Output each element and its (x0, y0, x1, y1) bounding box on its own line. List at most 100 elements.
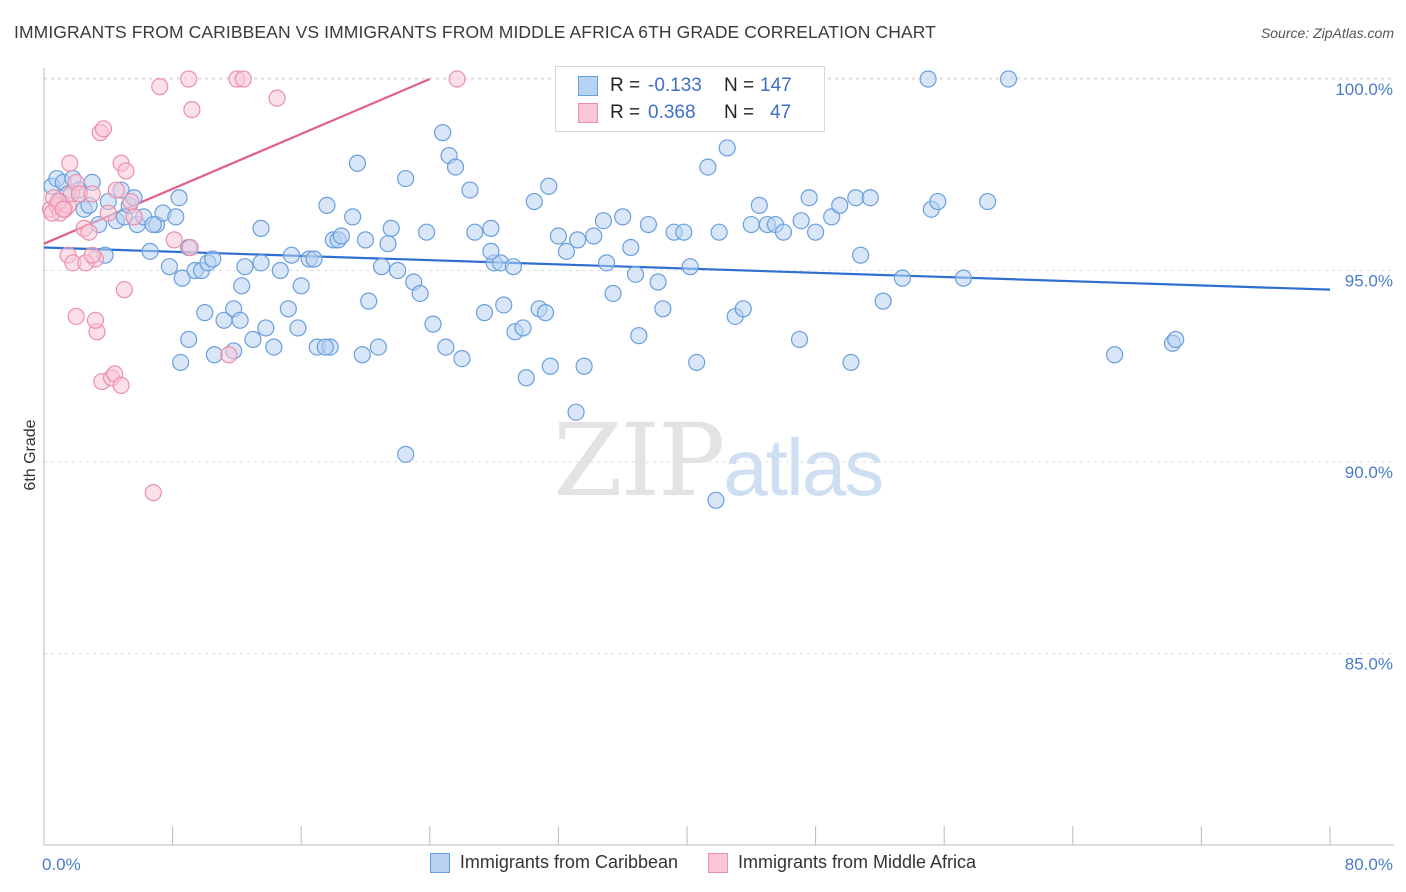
point-middle-africa (234, 70, 252, 88)
point-caribbean (614, 208, 632, 226)
point-caribbean (707, 491, 725, 509)
point-caribbean (332, 227, 350, 245)
point-caribbean (482, 219, 500, 237)
point-middle-africa (144, 484, 162, 502)
point-caribbean (567, 403, 585, 421)
point-middle-africa (151, 78, 169, 96)
x-tick-label: 80.0% (1345, 855, 1393, 874)
watermark-zip: ZIP (553, 402, 725, 519)
point-caribbean (372, 258, 391, 276)
point-caribbean (734, 300, 752, 318)
point-middle-africa (268, 89, 286, 107)
point-caribbean (231, 311, 249, 329)
point-caribbean (750, 196, 768, 214)
legend-swatch-pink (578, 103, 598, 123)
y-tick-label: 95.0% (1345, 272, 1393, 291)
legend-r-value: -0.133 (648, 75, 702, 96)
point-caribbean (979, 192, 997, 211)
point-caribbean (316, 338, 334, 356)
point-middle-africa (94, 120, 113, 138)
point-caribbean (675, 223, 693, 241)
point-caribbean (424, 315, 442, 333)
point-middle-africa (122, 192, 140, 211)
data-points (41, 70, 1185, 509)
legend-swatch-blue (578, 76, 598, 96)
point-caribbean (466, 223, 484, 241)
legend-r-value: 0.368 (648, 102, 696, 123)
point-caribbean (353, 346, 371, 364)
legend-item-middle-africa[interactable]: Immigrants from Middle Africa (708, 852, 976, 873)
point-caribbean (919, 70, 937, 88)
point-caribbean (699, 158, 717, 176)
point-caribbean (557, 242, 576, 260)
x-tick-label: 0.0% (42, 855, 81, 874)
point-caribbean (800, 189, 818, 207)
legend-r-label: R = (610, 75, 641, 96)
point-caribbean (630, 327, 648, 345)
watermark-atlas: atlas (723, 423, 884, 512)
point-caribbean (874, 292, 892, 310)
point-caribbean (681, 258, 699, 276)
point-caribbean (265, 338, 283, 356)
point-middle-africa (61, 154, 79, 172)
source-credit: Source: ZipAtlas.com (1260, 25, 1394, 41)
legend-swatch-blue (429, 852, 450, 873)
point-caribbean (541, 357, 559, 375)
point-middle-africa (125, 208, 143, 226)
point-caribbean (389, 261, 407, 280)
point-caribbean (271, 261, 289, 280)
point-caribbean (369, 338, 387, 356)
point-caribbean (417, 223, 436, 241)
point-caribbean (585, 227, 603, 245)
gridlines (44, 77, 1394, 654)
point-caribbean (654, 300, 672, 318)
point-middle-africa (86, 311, 105, 329)
chart-title: IMMIGRANTS FROM CARIBBEAN VS IMMIGRANTS … (14, 22, 936, 42)
legend-n-label: N = (724, 102, 755, 123)
point-caribbean (536, 304, 555, 322)
point-caribbean (233, 277, 251, 295)
point-middle-africa (67, 307, 85, 326)
point-caribbean (549, 227, 568, 245)
point-caribbean (842, 353, 860, 372)
point-caribbean (434, 124, 452, 142)
point-caribbean (649, 273, 667, 291)
point-caribbean (397, 445, 415, 463)
point-caribbean (236, 258, 254, 276)
legend-row-middle-africa: R = 0.368 N = 47 (578, 100, 791, 126)
point-middle-africa (83, 185, 101, 203)
point-middle-africa (107, 181, 125, 199)
point-middle-africa (99, 204, 117, 222)
point-caribbean (598, 254, 616, 272)
legend-n-value: 47 (770, 102, 792, 123)
point-caribbean (252, 254, 270, 272)
point-caribbean (929, 192, 947, 211)
point-caribbean (318, 196, 336, 214)
point-caribbean (257, 319, 275, 337)
legend-label-caribbean: Immigrants from Caribbean (459, 852, 678, 872)
point-caribbean (774, 223, 793, 241)
point-caribbean (348, 154, 367, 172)
point-middle-africa (83, 246, 101, 264)
point-caribbean (1105, 346, 1124, 364)
point-caribbean (575, 357, 593, 375)
point-caribbean (792, 212, 810, 230)
point-caribbean (382, 219, 400, 237)
legend-row-caribbean: R = -0.133 N = 147 (578, 73, 792, 99)
point-caribbean (411, 284, 429, 303)
legend-item-caribbean[interactable]: Immigrants from Caribbean (429, 852, 678, 873)
legend-n-label: N = (724, 75, 755, 96)
point-caribbean (292, 277, 310, 295)
point-caribbean (861, 189, 879, 207)
point-middle-africa (54, 200, 72, 218)
point-caribbean (360, 292, 378, 310)
point-caribbean (710, 223, 728, 241)
axes (43, 68, 1394, 846)
point-caribbean (639, 215, 658, 234)
point-caribbean (847, 189, 865, 207)
point-caribbean (790, 330, 809, 349)
point-caribbean (742, 215, 760, 234)
point-caribbean (718, 139, 736, 157)
point-caribbean (517, 369, 535, 387)
point-caribbean (252, 219, 270, 237)
